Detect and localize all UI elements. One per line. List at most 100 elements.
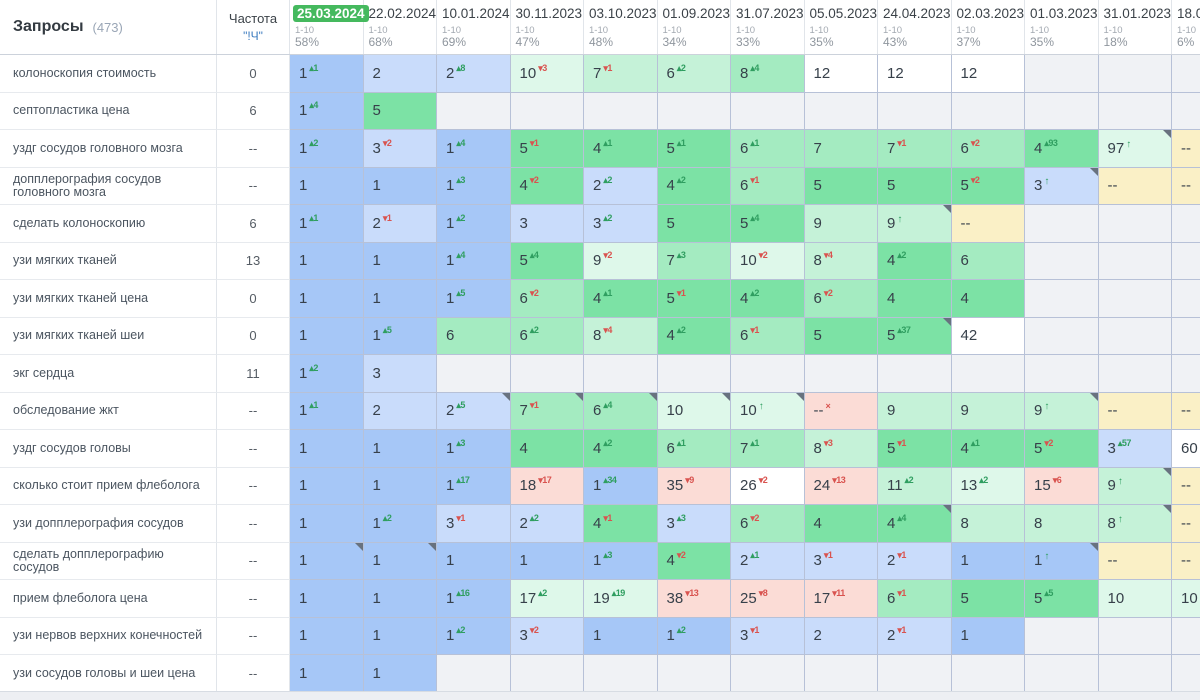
position-cell[interactable]: 5: [878, 167, 952, 205]
position-cell[interactable]: 1 ▴4: [290, 92, 364, 130]
position-cell[interactable]: 7 ▾1: [878, 130, 952, 168]
position-cell[interactable]: 1: [290, 505, 364, 543]
query-cell[interactable]: уздг сосудов головного мозга: [0, 130, 217, 168]
position-cell[interactable]: 1 ▴16: [437, 580, 511, 618]
position-cell[interactable]: 1 ▴2: [363, 505, 437, 543]
date-label[interactable]: 22.02.2024: [368, 6, 437, 21]
position-cell[interactable]: 5 ▾2: [1025, 430, 1099, 468]
position-cell[interactable]: 8 ▾4: [804, 242, 878, 280]
position-cell[interactable]: 6: [951, 242, 1025, 280]
position-cell[interactable]: 2: [804, 617, 878, 655]
position-cell[interactable]: 9: [951, 392, 1025, 430]
date-column-header[interactable]: 18.0 1-10 6%: [1172, 0, 1200, 54]
position-cell[interactable]: 1 ▴2: [657, 617, 731, 655]
position-cell[interactable]: 35 ▾9: [657, 467, 731, 505]
position-cell[interactable]: 1: [290, 242, 364, 280]
position-cell[interactable]: 5 ▾2: [951, 167, 1025, 205]
date-label[interactable]: 01.09.2023: [662, 6, 731, 21]
position-cell[interactable]: 1: [363, 467, 437, 505]
position-cell[interactable]: 1 ▴5: [363, 317, 437, 355]
position-cell[interactable]: 9 ↑: [878, 205, 952, 243]
position-cell[interactable]: 10: [1172, 580, 1200, 618]
query-cell[interactable]: септопластика цена: [0, 92, 217, 130]
date-column-header[interactable]: 31.07.2023 1-10 33%: [731, 0, 805, 54]
position-cell[interactable]: 26 ▾2: [731, 467, 805, 505]
position-cell[interactable]: 7 ▾1: [584, 55, 658, 93]
position-cell[interactable]: 6 ▾2: [804, 280, 878, 318]
date-column-header[interactable]: 01.03.2023 1-10 35%: [1025, 0, 1099, 54]
position-cell[interactable]: 1: [290, 542, 364, 580]
selected-date-chip[interactable]: 25.03.2024: [293, 5, 369, 22]
position-cell[interactable]: 6 ▾2: [731, 505, 805, 543]
position-cell[interactable]: 6 ▾2: [951, 130, 1025, 168]
position-cell[interactable]: 6 ▴1: [657, 430, 731, 468]
position-cell[interactable]: -- ×: [804, 392, 878, 430]
position-cell[interactable]: 24 ▾13: [804, 467, 878, 505]
position-cell[interactable]: 9: [878, 392, 952, 430]
position-cell[interactable]: 9 ↑: [1098, 467, 1172, 505]
position-cell[interactable]: 4 ▴2: [657, 167, 731, 205]
frequency-mode-link[interactable]: "!Ч": [243, 29, 263, 43]
query-cell[interactable]: сколько стоит прием флеболога: [0, 467, 217, 505]
position-cell[interactable]: 6 ▾1: [731, 167, 805, 205]
query-cell[interactable]: узи допплерография сосудов: [0, 505, 217, 543]
position-cell[interactable]: --: [1098, 392, 1172, 430]
position-cell[interactable]: 60: [1172, 430, 1200, 468]
position-cell[interactable]: 2 ▾1: [363, 205, 437, 243]
position-cell[interactable]: 10: [657, 392, 731, 430]
position-cell[interactable]: 3 ▾2: [510, 617, 584, 655]
position-cell[interactable]: 1 ↑: [1025, 542, 1099, 580]
date-column-header[interactable]: 05.05.2023 1-10 35%: [805, 0, 878, 54]
query-cell[interactable]: узи мягких тканей: [0, 242, 217, 280]
position-cell[interactable]: 1: [290, 467, 364, 505]
position-cell[interactable]: 15 ▾6: [1025, 467, 1099, 505]
position-cell[interactable]: 2: [363, 55, 437, 93]
frequency-column-header[interactable]: Частота "!Ч": [217, 0, 290, 54]
position-cell[interactable]: 3 ▾1: [437, 505, 511, 543]
date-label[interactable]: 01.03.2023: [1030, 6, 1098, 21]
position-cell[interactable]: 3: [363, 355, 437, 393]
position-cell[interactable]: 1: [363, 655, 437, 693]
position-cell[interactable]: 8 ▾3: [804, 430, 878, 468]
position-cell[interactable]: 1: [363, 542, 437, 580]
position-cell[interactable]: 38 ▾13: [657, 580, 731, 618]
position-cell[interactable]: 6 ▾1: [731, 317, 805, 355]
position-cell[interactable]: 6: [437, 317, 511, 355]
position-cell[interactable]: 12: [804, 55, 878, 93]
position-cell[interactable]: 1: [290, 167, 364, 205]
position-cell[interactable]: 7: [804, 130, 878, 168]
position-cell[interactable]: 10: [1098, 580, 1172, 618]
query-cell[interactable]: сделать колоноскопию: [0, 205, 217, 243]
position-cell[interactable]: 5 ▾1: [510, 130, 584, 168]
position-cell[interactable]: 1 ▴34: [584, 467, 658, 505]
position-cell[interactable]: 13 ▴2: [951, 467, 1025, 505]
position-cell[interactable]: 18 ▾17: [510, 467, 584, 505]
position-cell[interactable]: 4 ▴2: [657, 317, 731, 355]
query-cell[interactable]: узи мягких тканей шеи: [0, 317, 217, 355]
position-cell[interactable]: 2 ▴1: [731, 542, 805, 580]
query-cell[interactable]: уздг сосудов головы: [0, 430, 217, 468]
position-cell[interactable]: --: [1172, 542, 1200, 580]
position-cell[interactable]: 12: [878, 55, 952, 93]
date-column-header[interactable]: 01.09.2023 1-10 34%: [658, 0, 731, 54]
position-cell[interactable]: 1: [951, 617, 1025, 655]
position-cell[interactable]: 1: [363, 242, 437, 280]
date-label[interactable]: 24.04.2023: [883, 6, 951, 21]
position-cell[interactable]: 4 ▾2: [657, 542, 731, 580]
position-cell[interactable]: 3 ▾2: [363, 130, 437, 168]
position-cell[interactable]: 5 ▾1: [657, 280, 731, 318]
position-cell[interactable]: 1 ▴2: [290, 355, 364, 393]
position-cell[interactable]: 4 ▴2: [731, 280, 805, 318]
date-column-header[interactable]: 25.03.2024 1-10 58%: [290, 0, 369, 54]
date-column-header[interactable]: 02.03.2023 1-10 37%: [952, 0, 1025, 54]
position-cell[interactable]: 1: [363, 280, 437, 318]
position-cell[interactable]: 5 ▴5: [1025, 580, 1099, 618]
position-cell[interactable]: 3 ▴57: [1098, 430, 1172, 468]
position-cell[interactable]: --: [1172, 167, 1200, 205]
position-cell[interactable]: 2 ▴2: [510, 505, 584, 543]
date-label[interactable]: 02.03.2023: [956, 6, 1025, 21]
position-cell[interactable]: 8: [1025, 505, 1099, 543]
position-cell[interactable]: 1: [584, 617, 658, 655]
position-cell[interactable]: 1 ▴4: [437, 242, 511, 280]
position-cell[interactable]: 1: [510, 542, 584, 580]
